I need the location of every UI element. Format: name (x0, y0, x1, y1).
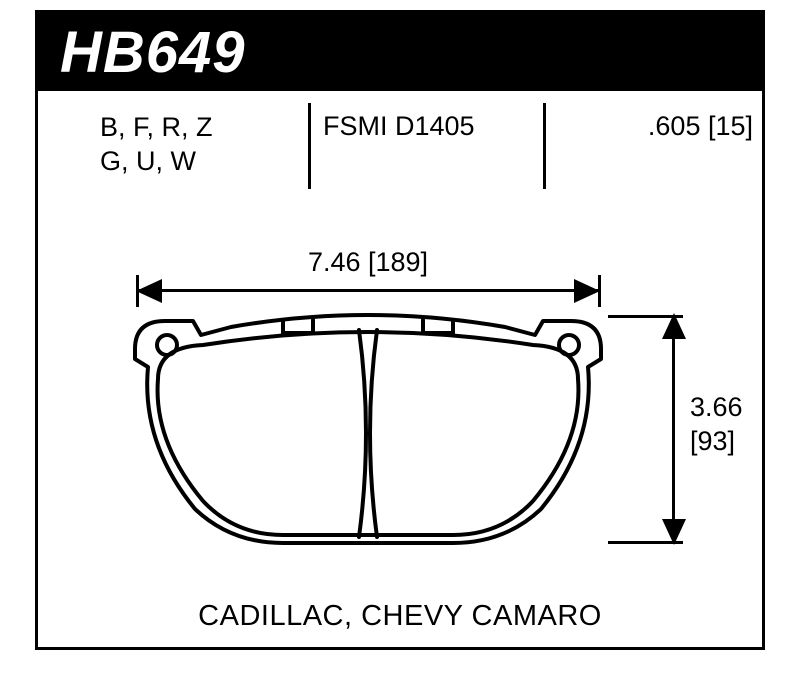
height-value: 3.66 (690, 392, 743, 422)
spec-sheet-frame: HB649 B, F, R, Z G, U, W FSMI D1405 .605… (35, 10, 765, 650)
width-arrow-line (138, 289, 598, 292)
compounds-line2: G, U, W (100, 145, 300, 179)
compounds-line1: B, F, R, Z (100, 111, 300, 145)
width-arrow-left-icon (136, 279, 162, 303)
height-arrow-down-icon (662, 519, 686, 545)
height-value-mm: [93] (690, 426, 735, 456)
fmsi-cell: FSMI D1405 (323, 105, 533, 191)
width-dimension: 7.46 [189] (138, 251, 598, 281)
compounds-cell: B, F, R, Z G, U, W (100, 105, 300, 191)
spec-divider-2 (543, 103, 546, 189)
height-arrow-up-icon (662, 313, 686, 339)
width-arrow-right-icon (574, 279, 600, 303)
thickness-cell: .605 [15] (598, 105, 763, 191)
vehicle-fitment: CADILLAC, CHEVY CAMARO (38, 600, 762, 633)
fmsi-value: FSMI D1405 (323, 111, 475, 141)
spec-row: B, F, R, Z G, U, W FSMI D1405 .605 [15] (38, 105, 762, 191)
width-label: 7.46 [189] (138, 247, 598, 278)
header-bar: HB649 (38, 13, 762, 91)
height-label: 3.66 [93] (690, 391, 743, 459)
spec-divider-1 (308, 103, 311, 189)
part-number: HB649 (60, 19, 246, 86)
height-arrow-line (672, 315, 675, 543)
brake-pad-drawing (123, 313, 613, 548)
thickness-value: .605 [15] (648, 111, 753, 141)
